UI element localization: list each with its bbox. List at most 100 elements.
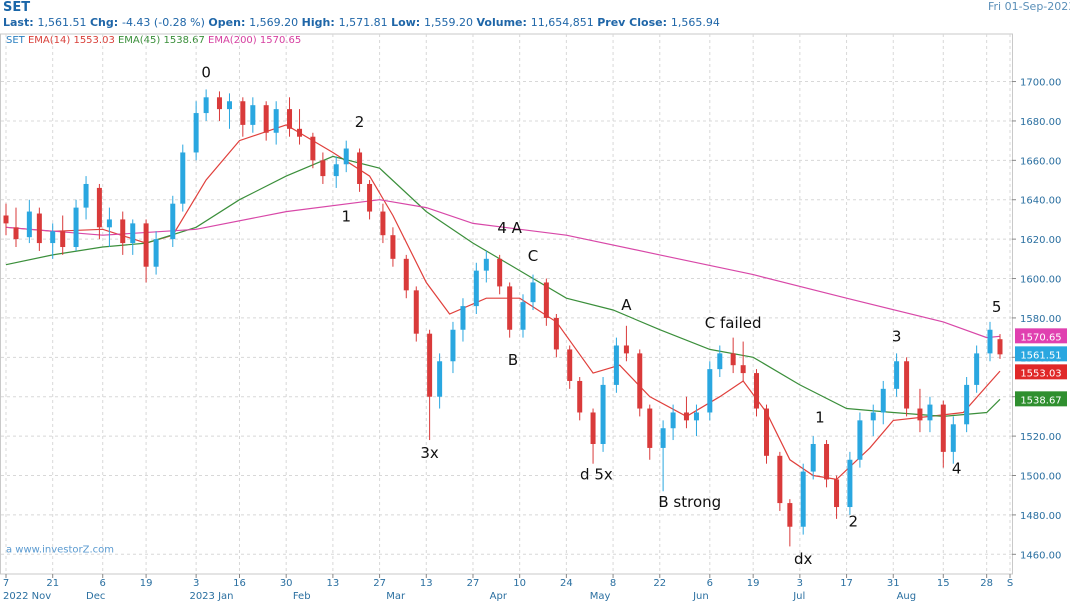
x-tick-label: 6 <box>707 578 713 589</box>
candle-body <box>437 361 443 397</box>
x-tick-label: 22 <box>653 578 666 589</box>
candle-body <box>800 471 806 527</box>
wave-annotation: C failed <box>705 314 762 332</box>
x-tick-label: 21 <box>46 578 59 589</box>
candle-body <box>170 203 176 240</box>
candle-body <box>50 231 56 244</box>
x-tick-label: 27 <box>467 578 480 589</box>
x-tick-label: 3 <box>193 578 199 589</box>
candle-body <box>660 428 666 448</box>
candle-body <box>106 219 112 228</box>
x-tick-label: 8 <box>610 578 616 589</box>
candle-body <box>590 412 596 444</box>
indicator-legend: SET EMA(14) 1553.03 EMA(45) 1538.67 EMA(… <box>6 35 301 46</box>
indicator-legend-item: EMA(200) <box>208 35 260 46</box>
candle-body <box>567 349 573 381</box>
x-tick-label: 30 <box>280 578 293 589</box>
wave-annotation: 3 <box>892 328 902 346</box>
candle-body <box>647 408 653 448</box>
wave-annotation: B strong <box>658 493 721 511</box>
x-month-label: 2023 Jan <box>189 591 233 602</box>
wave-annotation: dx <box>794 550 813 568</box>
last-value-tag <box>1015 328 1067 344</box>
candle-body <box>297 128 303 137</box>
candle-body <box>226 101 232 110</box>
ema-line <box>5 199 1001 339</box>
candle-body <box>273 109 279 133</box>
wave-annotation: 2 <box>355 113 365 131</box>
candle-body <box>13 227 19 240</box>
y-tick-label: 1500.00 <box>1020 472 1061 483</box>
x-tick-label: 16 <box>233 578 246 589</box>
candle-body <box>847 459 853 508</box>
candle-body <box>60 231 66 248</box>
candle-body <box>143 223 149 267</box>
last-value-tag-label: 1553.03 <box>1020 368 1061 379</box>
x-tick-label: 3 <box>797 578 803 589</box>
y-tick-label: 1640.00 <box>1020 196 1061 207</box>
candle-body <box>637 353 643 409</box>
candle-body <box>250 105 256 125</box>
candle-body <box>543 282 549 318</box>
candle-body <box>130 223 136 244</box>
y-tick-label: 1600.00 <box>1020 275 1061 286</box>
candle-body <box>483 258 489 271</box>
candle-body <box>917 408 923 421</box>
candle-body <box>287 109 293 129</box>
wave-annotation: 2 <box>848 513 858 531</box>
candle-body <box>834 479 840 508</box>
candle-body <box>950 424 956 452</box>
y-tick-label: 1520.00 <box>1020 432 1061 443</box>
candle-body <box>670 412 676 429</box>
candle-body <box>810 443 816 472</box>
wave-annotation: 5 <box>992 298 1002 316</box>
last-value-tag <box>1015 364 1067 380</box>
candle-body <box>333 164 339 177</box>
candle-body <box>787 503 793 527</box>
last-value-tag-label: 1570.65 <box>1020 332 1061 343</box>
candle-body <box>427 333 433 397</box>
candle-body <box>367 183 373 212</box>
candle-body <box>203 97 209 114</box>
candle-body <box>83 183 89 208</box>
x-tick-label: 13 <box>327 578 340 589</box>
candle-body <box>927 404 933 421</box>
x-tick-label: S <box>1007 578 1013 589</box>
x-tick-label: 24 <box>560 578 573 589</box>
candle-body <box>36 213 42 244</box>
indicator-legend-item: 1570.65 <box>259 35 302 46</box>
candle-body <box>153 239 159 267</box>
candle-body <box>216 97 222 110</box>
candle-body <box>403 258 409 291</box>
x-month-label: Dec <box>86 591 105 602</box>
y-tick-label: 1620.00 <box>1020 235 1061 246</box>
candle-body <box>73 207 79 248</box>
y-tick-label: 1460.00 <box>1020 550 1061 561</box>
last-value-tag-label: 1538.67 <box>1020 395 1061 406</box>
candle-body <box>740 365 746 374</box>
candle-body <box>707 369 713 413</box>
x-month-label: Feb <box>293 591 311 602</box>
y-tick-label: 1700.00 <box>1020 78 1061 89</box>
indicator-legend-item: SET <box>6 35 28 46</box>
ema-line <box>5 124 1001 481</box>
candle-body <box>857 420 863 460</box>
x-month-label: Jun <box>692 591 709 602</box>
wave-annotation: B <box>508 351 518 369</box>
candle-body <box>380 211 386 236</box>
candle-body <box>904 361 910 409</box>
candle-body <box>390 235 396 259</box>
last-value-tag <box>1015 391 1067 407</box>
candle-body <box>460 306 466 330</box>
candle-body <box>693 412 699 421</box>
x-month-label: Mar <box>386 591 406 602</box>
wave-annotation: d 5x <box>580 465 613 483</box>
candle-body <box>507 286 513 330</box>
indicator-legend-item: 1553.03 <box>73 35 118 46</box>
plot-frame <box>0 33 1013 575</box>
x-tick-label: 31 <box>887 578 900 589</box>
x-tick-label: 19 <box>747 578 760 589</box>
candle-body <box>3 215 9 224</box>
x-month-label: 2022 Nov <box>3 591 51 602</box>
